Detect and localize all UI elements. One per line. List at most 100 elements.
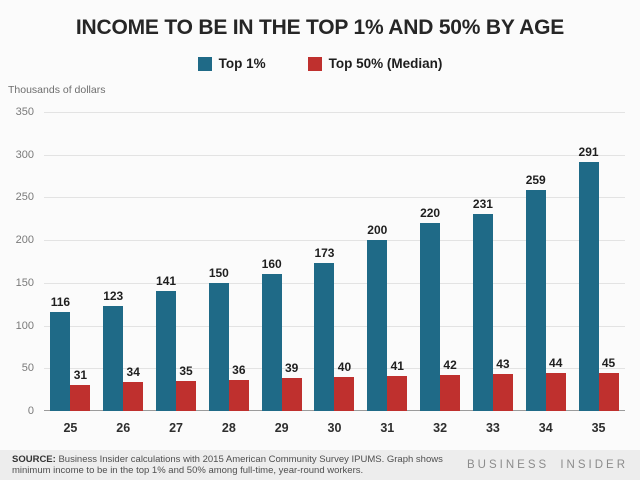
- bar-group: 173 40 30: [308, 112, 361, 435]
- legend: Top 1% Top 50% (Median): [0, 56, 640, 71]
- bar-group: 150 36 28: [202, 112, 255, 435]
- bar-top-50-percent: [281, 377, 302, 411]
- bar-value-label: 44: [549, 356, 563, 371]
- chart-title: INCOME TO BE IN THE TOP 1% AND 50% BY AG…: [75, 16, 565, 39]
- footer: SOURCE: Business Insider calculations wi…: [0, 450, 640, 480]
- bar-top-1-percent: [261, 274, 282, 411]
- x-axis-label: 25: [63, 421, 78, 435]
- y-axis-title: Thousands of dollars: [8, 84, 106, 96]
- bar-wrap: 160: [262, 257, 282, 411]
- gridline: [44, 112, 625, 113]
- bar-wrap: 36: [228, 363, 249, 411]
- y-tick-label: 250: [15, 191, 34, 204]
- bar-wrap: 123: [103, 289, 123, 411]
- bar-value-label: 35: [179, 364, 193, 379]
- bar-top-50-percent: [387, 375, 408, 411]
- x-axis-label: 32: [433, 421, 448, 435]
- bar-top-1-percent: [156, 290, 177, 411]
- bar-wrap: 291: [579, 145, 599, 411]
- y-tick-label: 200: [15, 234, 34, 247]
- bar-top-1-percent: [420, 223, 441, 411]
- bar-wrap: 34: [123, 364, 144, 411]
- bar-group: 291 45 35: [572, 112, 625, 435]
- source-text: Business Insider calculations with 2015 …: [12, 454, 443, 476]
- bar-value-label: 150: [208, 265, 229, 280]
- bar-value-label: 116: [50, 294, 71, 309]
- bar-wrap: 43: [492, 357, 513, 411]
- y-tick-label: 300: [15, 148, 34, 161]
- bar-wrap: 41: [387, 358, 408, 411]
- bar-wrap: 150: [209, 266, 229, 411]
- plot-area: 116 31 25 123 34 26 141 35 27 150 36 28 160 39 29 173 40…: [44, 112, 625, 435]
- x-axis-label: 26: [116, 421, 131, 435]
- bar-group: 259 44 34: [519, 112, 572, 435]
- y-tick-label: 50: [21, 362, 34, 375]
- y-axis-labels: 0 50 100 150 200 250 300 350: [0, 106, 34, 417]
- legend-swatch-top-1-percent: [197, 56, 212, 71]
- business-insider-logo: BUSINESS INSIDER: [467, 459, 628, 471]
- gridline: [44, 282, 625, 284]
- bar-top-50-percent: [176, 381, 197, 411]
- y-tick-label: 150: [15, 276, 34, 289]
- bar-wrap: 220: [420, 206, 440, 411]
- x-axis-label: 30: [327, 421, 342, 435]
- bar-wrap: 44: [545, 356, 566, 411]
- bar-top-50-percent: [492, 374, 513, 411]
- bar-wrap: 31: [70, 367, 91, 411]
- bar-value-label: 41: [390, 358, 404, 373]
- gridline: [44, 325, 625, 327]
- gridline: [44, 368, 625, 370]
- bar-value-label: 231: [472, 196, 493, 211]
- x-axis-label: 28: [221, 421, 236, 435]
- bar-top-50-percent: [70, 384, 91, 411]
- y-tick-label: 350: [15, 106, 34, 118]
- bar-value-label: 259: [525, 172, 546, 187]
- bar-value-label: 42: [443, 358, 457, 373]
- bar-value-label: 31: [73, 367, 88, 382]
- bar-value-label: 40: [337, 359, 352, 374]
- bar-top-1-percent: [208, 282, 229, 411]
- bar-group: 200 41 31: [361, 112, 414, 435]
- x-axis-label: 27: [169, 421, 183, 435]
- bar-group: 141 35 27: [150, 112, 203, 435]
- bar-value-label: 173: [314, 246, 335, 261]
- x-axis-label: 29: [274, 421, 289, 435]
- bar-wrap: 231: [473, 197, 493, 411]
- bar-top-50-percent: [545, 373, 566, 411]
- x-axis-label: 35: [591, 421, 606, 435]
- bar-top-50-percent: [123, 381, 144, 411]
- x-axis-label: 31: [380, 421, 395, 435]
- bar-wrap: 141: [156, 274, 176, 411]
- bar-group: 231 43 33: [467, 112, 520, 435]
- y-tick-label: 0: [27, 405, 34, 417]
- bar-wrap: 259: [526, 173, 546, 411]
- x-axis-label: 34: [538, 421, 553, 435]
- bar-value-label: 36: [232, 363, 246, 378]
- bar-value-label: 39: [284, 360, 299, 375]
- x-axis-label: 33: [485, 421, 500, 435]
- bar-value-label: 45: [601, 355, 616, 370]
- y-tick-label: 100: [15, 319, 34, 332]
- legend-label-top-50-percent: Top 50% (Median): [328, 56, 443, 71]
- source-note: SOURCE: Business Insider calculations wi…: [12, 454, 452, 476]
- gridline: [44, 154, 625, 156]
- bar-top-50-percent: [440, 375, 461, 411]
- bar-value-label: 141: [156, 273, 177, 288]
- bar-top-1-percent: [314, 263, 335, 411]
- bar-value-label: 220: [420, 206, 441, 221]
- bar-value-label: 160: [261, 257, 282, 272]
- bar-top-1-percent: [367, 240, 388, 411]
- bar-group: 123 34 26: [97, 112, 150, 435]
- bar-value-label: 34: [126, 364, 140, 379]
- bar-top-1-percent: [50, 311, 71, 411]
- bar-wrap: 173: [314, 246, 334, 411]
- bar-value-label: 43: [496, 357, 510, 372]
- bar-top-1-percent: [103, 305, 124, 411]
- bar-value-label: 291: [578, 145, 599, 160]
- bar-wrap: 40: [334, 359, 355, 411]
- legend-item-top-50-percent: Top 50% (Median): [307, 56, 443, 71]
- bar-value-label: 200: [367, 223, 388, 238]
- source-label: SOURCE:: [12, 454, 56, 465]
- bar-top-50-percent: [334, 376, 355, 411]
